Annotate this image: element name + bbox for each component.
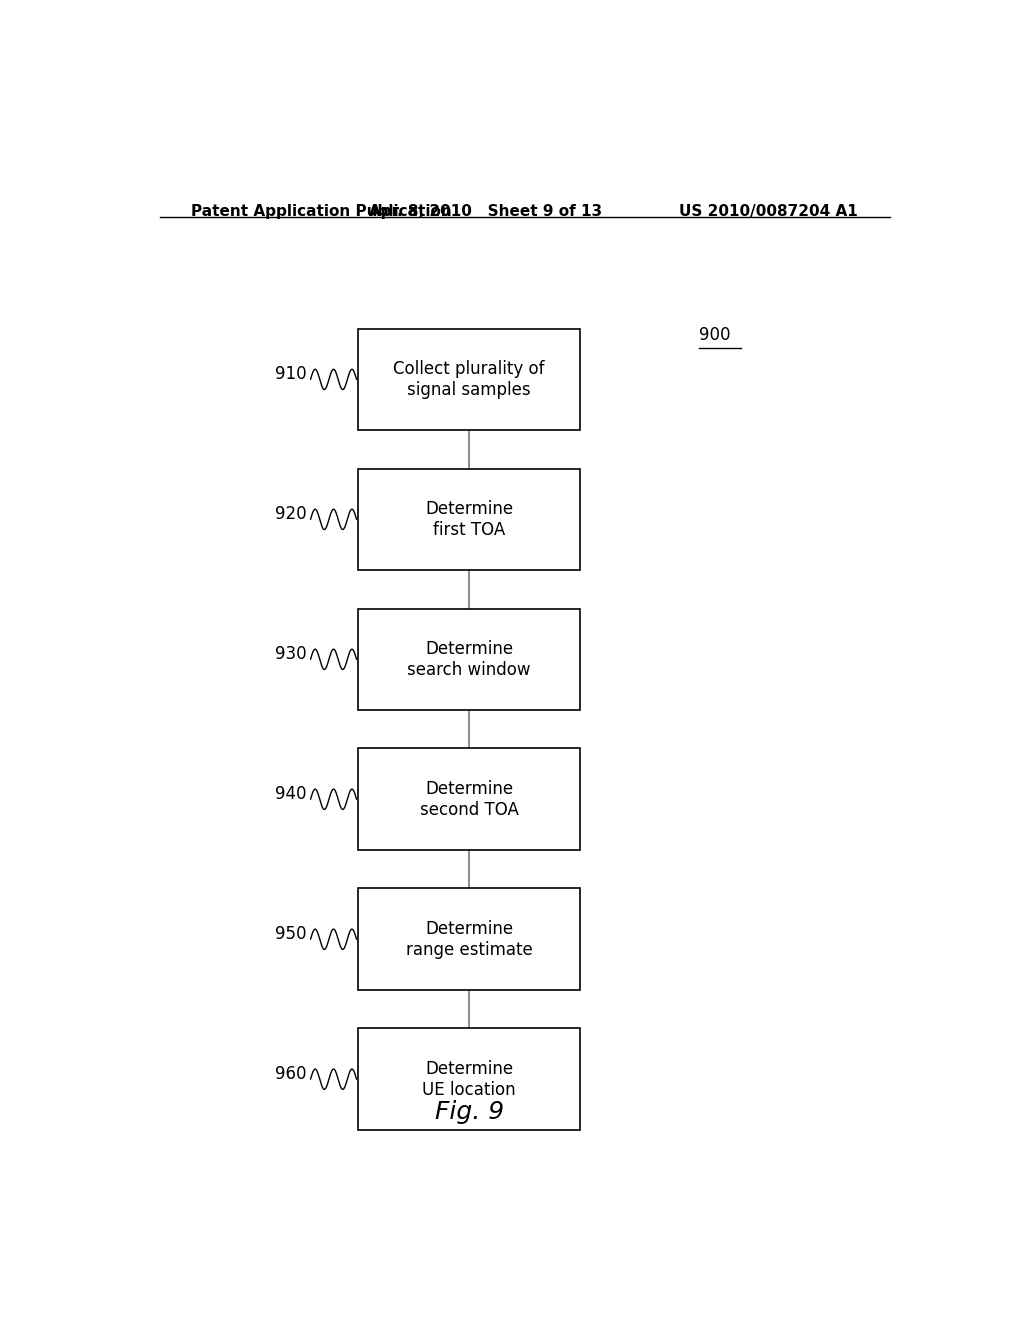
Text: Determine
first TOA: Determine first TOA xyxy=(425,500,513,539)
Text: 910: 910 xyxy=(274,366,306,383)
FancyBboxPatch shape xyxy=(358,1028,581,1130)
Text: Apr. 8, 2010   Sheet 9 of 13: Apr. 8, 2010 Sheet 9 of 13 xyxy=(369,205,602,219)
Text: Determine
second TOA: Determine second TOA xyxy=(420,780,519,818)
Text: Determine
search window: Determine search window xyxy=(408,640,531,678)
Text: Collect plurality of
signal samples: Collect plurality of signal samples xyxy=(393,360,545,399)
Text: 960: 960 xyxy=(274,1065,306,1084)
Text: Determine
UE location: Determine UE location xyxy=(423,1060,516,1098)
Text: Determine
range estimate: Determine range estimate xyxy=(406,920,532,958)
FancyBboxPatch shape xyxy=(358,329,581,430)
Text: Fig. 9: Fig. 9 xyxy=(434,1100,504,1125)
Text: 940: 940 xyxy=(274,785,306,803)
Text: 930: 930 xyxy=(274,645,306,663)
Text: Patent Application Publication: Patent Application Publication xyxy=(191,205,453,219)
Text: 900: 900 xyxy=(699,326,731,345)
FancyBboxPatch shape xyxy=(358,748,581,850)
FancyBboxPatch shape xyxy=(358,888,581,990)
Text: 920: 920 xyxy=(274,506,306,523)
FancyBboxPatch shape xyxy=(358,469,581,570)
Text: US 2010/0087204 A1: US 2010/0087204 A1 xyxy=(679,205,858,219)
FancyBboxPatch shape xyxy=(358,609,581,710)
Text: 950: 950 xyxy=(274,925,306,944)
